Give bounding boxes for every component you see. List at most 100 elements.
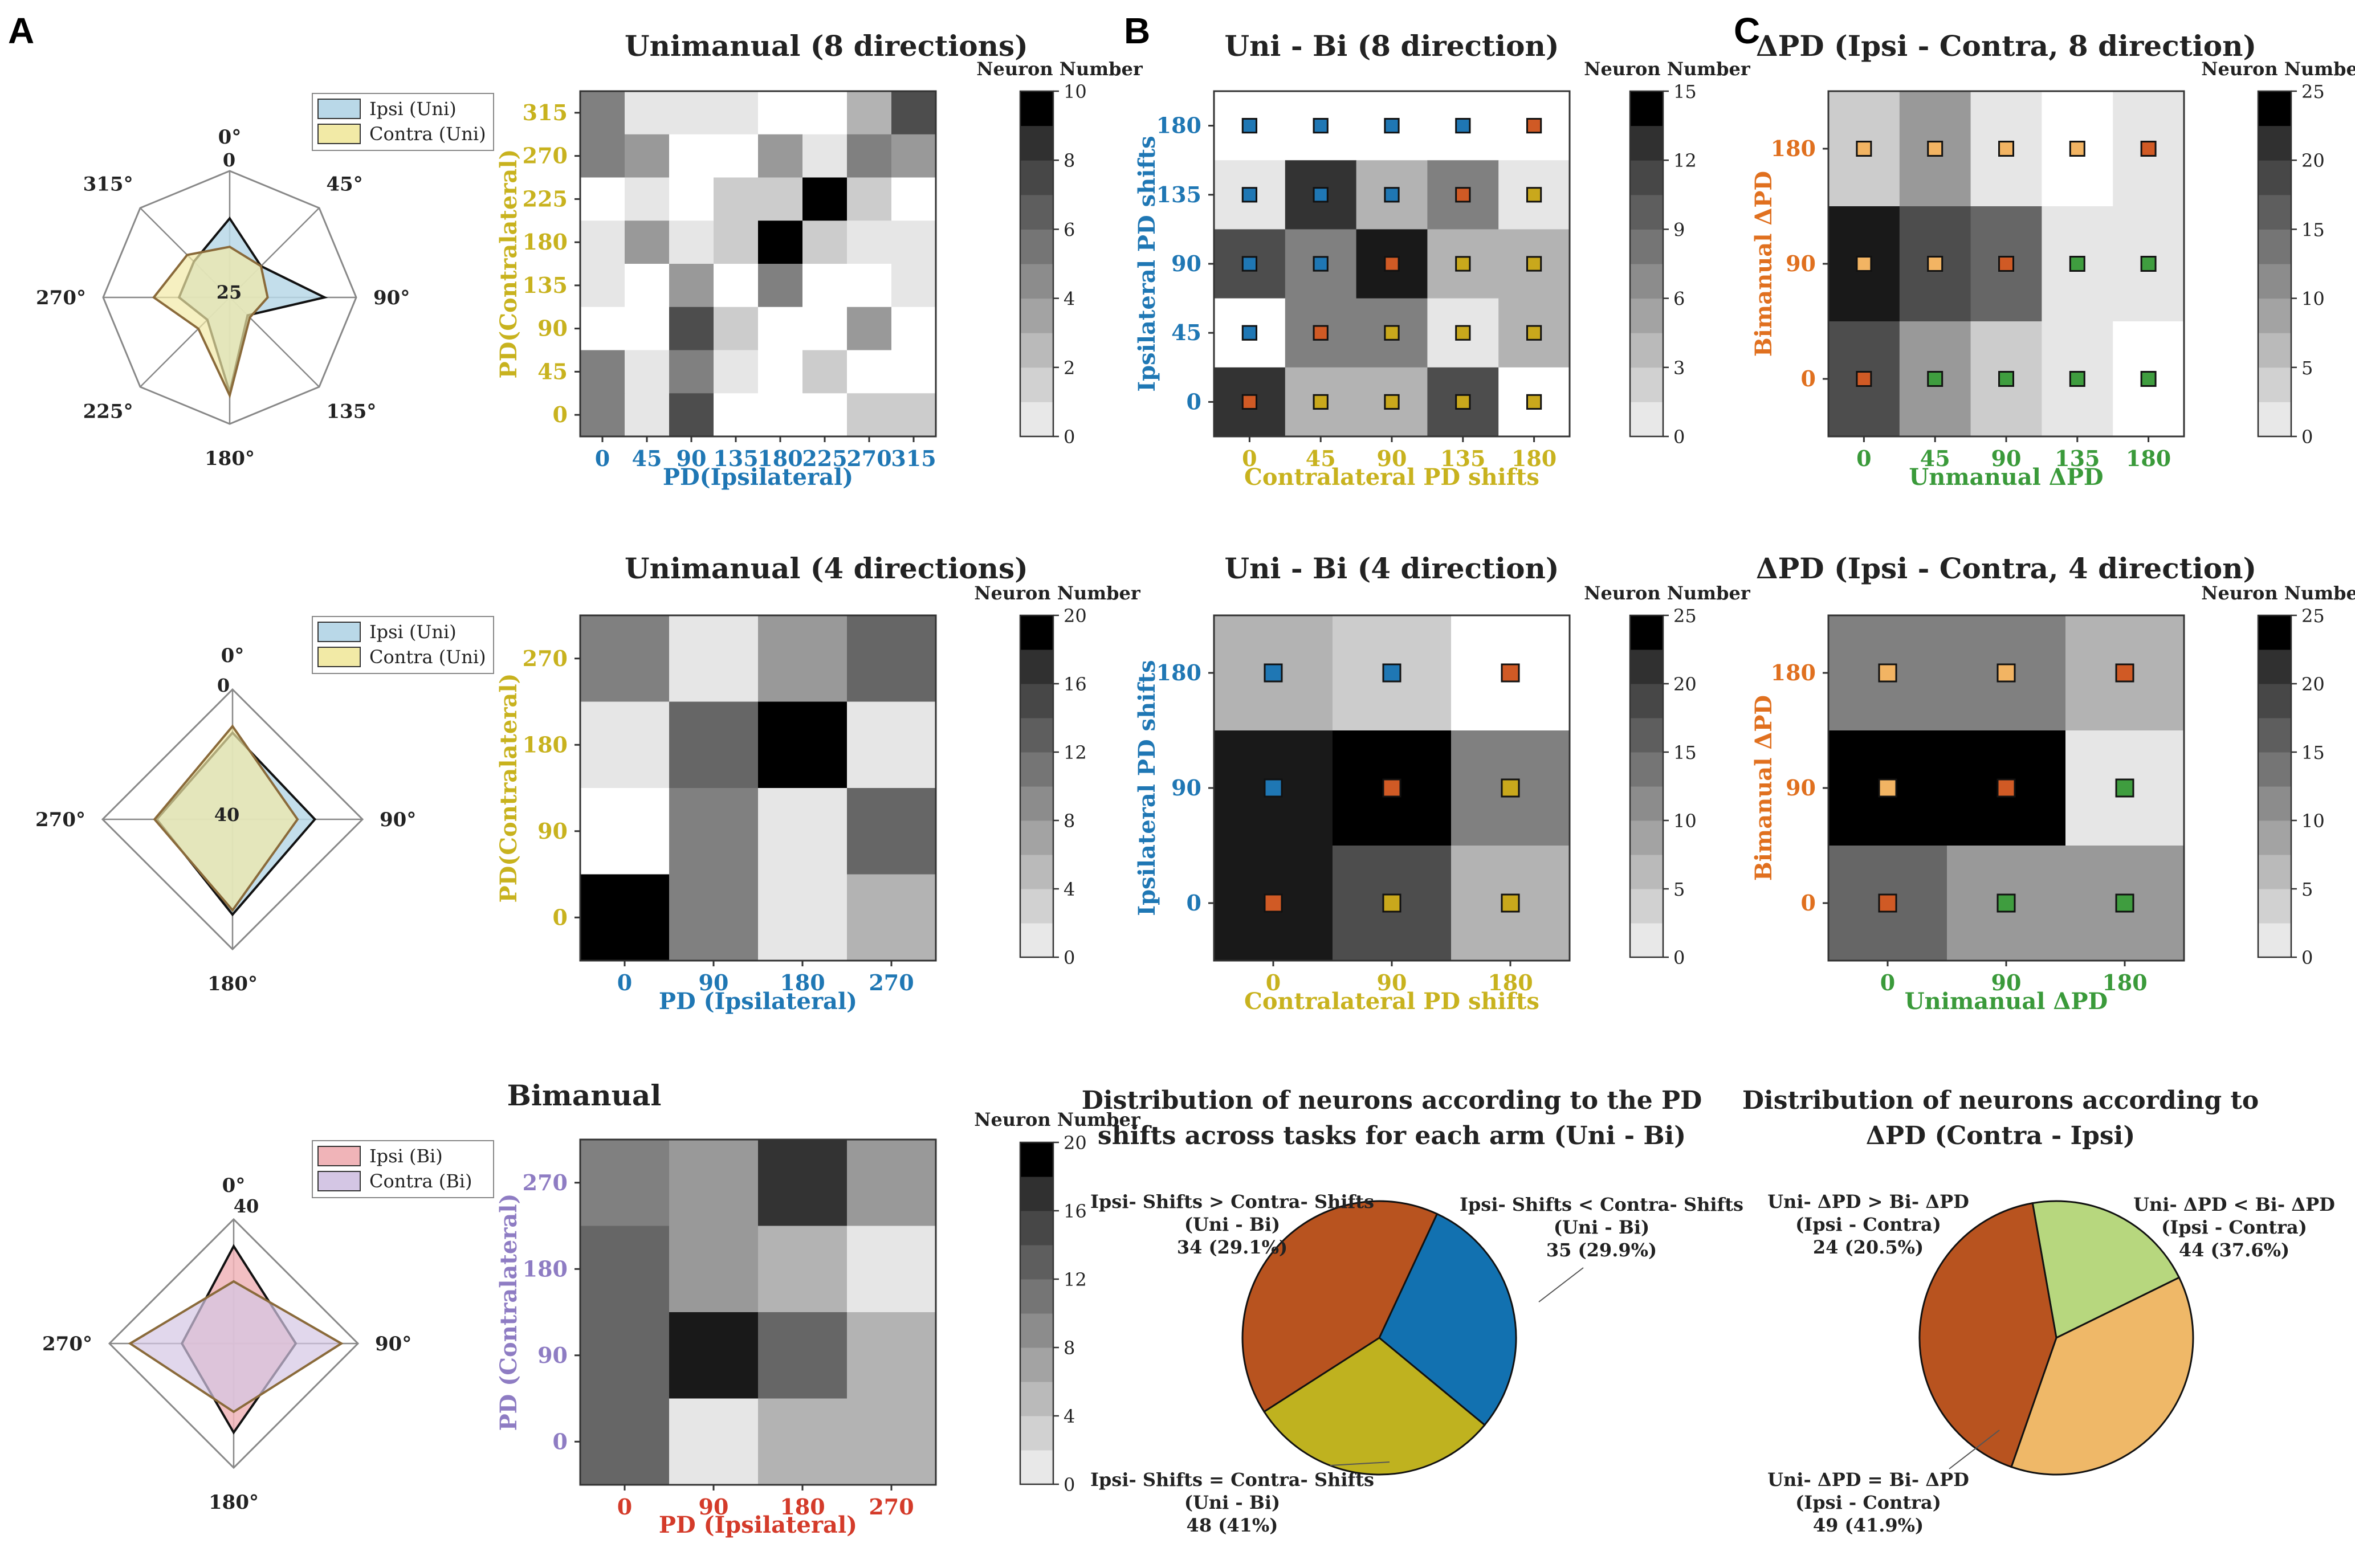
heatmap-marker [1241, 187, 1258, 203]
pie-label: 24 (20.5%) [1813, 1236, 1924, 1258]
heatmap-marker [1927, 256, 1944, 272]
heatmap-marker [1997, 893, 2016, 913]
colorbar-tick: 4 [1064, 1406, 1075, 1427]
colorbar-label: Neuron Number [2201, 582, 2355, 604]
colorbar-tick: 20 [1673, 673, 1697, 695]
heatmap-xlabel: PD (Ipsilateral) [659, 988, 857, 1015]
heatmap-x-tick: 180 [2126, 446, 2171, 471]
colorbar-segment [1630, 923, 1663, 958]
colorbar-label: Neuron Number [974, 582, 1141, 604]
colorbar-frame [1019, 1141, 1054, 1485]
heatmap-cell [847, 701, 936, 789]
heatmap-cell [625, 307, 670, 350]
colorbar-tick: 3 [1673, 357, 1685, 379]
radar-ring-label: 40 [214, 804, 240, 826]
heatmap-cell [625, 264, 670, 308]
heatmap-x-tick: 135 [2055, 446, 2100, 471]
heatmap-marker [1384, 117, 1400, 134]
heatmap-cell [625, 220, 670, 264]
colorbar-segment [2258, 923, 2291, 958]
colorbar-tick: 4 [1064, 288, 1075, 310]
colorbar-segment [2258, 194, 2291, 230]
colorbar-segment [2258, 650, 2291, 684]
heatmap-cell [669, 788, 759, 875]
heatmap-marker [1313, 394, 1329, 410]
pie-title: Distribution of neurons according to [1742, 1086, 2259, 1115]
heatmap-cell [802, 350, 848, 394]
radar-axis-label: 270° [35, 808, 85, 831]
colorbar-label: Neuron Number [1584, 58, 1751, 80]
colorbar-frame [1629, 614, 1664, 958]
colorbar-frame [2257, 614, 2292, 958]
pie-label: 35 (29.9%) [1546, 1239, 1657, 1261]
colorbar-segment [2258, 615, 2291, 650]
colorbar-segment [1020, 1348, 1053, 1382]
heatmap-frame [579, 614, 937, 962]
colorbar-frame [1629, 90, 1664, 438]
colorbar-segment [1630, 615, 1663, 650]
heatmap-x-tick: 180 [780, 970, 825, 995]
colorbar-tick: 15 [2301, 219, 2325, 240]
colorbar-segment [1630, 91, 1663, 126]
heatmap-marker [1927, 141, 1944, 157]
heatmap-cell [714, 393, 759, 437]
colorbar-tick: 8 [1064, 150, 1075, 172]
heatmap-y-tick: 180 [1771, 136, 1816, 161]
panel-letter-a: A [8, 10, 34, 51]
heatmap-cell [714, 220, 759, 264]
colorbar-tick: 0 [1673, 947, 1685, 969]
radar-legend-label: Contra (Uni) [369, 646, 486, 668]
pie-slice [2031, 1200, 2181, 1340]
heatmap-marker [1526, 256, 1542, 272]
heatmap-marker [1526, 187, 1542, 203]
heatmap-cell [802, 177, 848, 221]
radar_uni4-radar [101, 616, 494, 951]
heatmap-y-tick: 180 [523, 732, 568, 757]
radar-axis-label: 0° [222, 1174, 246, 1197]
heatmap-marker [1927, 371, 1944, 387]
heatmap-cell [847, 177, 892, 221]
heatmap-x-tick: 0 [1266, 970, 1281, 995]
heatmap-title: ΔPD (Ipsi - Contra, 4 direction) [1756, 552, 2256, 585]
heatmap-cell [847, 874, 936, 961]
heatmap-title: Unimanual (8 directions) [625, 29, 1028, 63]
radar_bi-radar [108, 1140, 494, 1469]
heatmap-x-tick: 0 [617, 1494, 632, 1520]
heatmap-cell [802, 91, 848, 135]
heatmap-marker [1455, 187, 1471, 203]
heatmap-x-tick: 180 [1488, 970, 1533, 995]
colorbar-tick: 2 [1064, 357, 1075, 379]
heatmap-cell [625, 350, 670, 394]
colorbar-tick: 25 [2301, 605, 2325, 627]
heatmap-marker [1313, 187, 1329, 203]
colorbar-segment [1630, 889, 1663, 924]
heatmap-marker [1384, 394, 1400, 410]
hm_shift8-heatmap [1208, 90, 1669, 442]
heatmap-cell [669, 393, 714, 437]
heatmap-cell [580, 220, 625, 264]
heatmap-x-tick: 0 [595, 446, 610, 471]
colorbar-segment [2258, 752, 2291, 787]
heatmap-cell [758, 1226, 848, 1313]
colorbar-tick: 15 [1673, 742, 1697, 763]
colorbar-segment [1020, 1313, 1053, 1348]
colorbar-segment [1630, 367, 1663, 402]
colorbar-segment [1630, 650, 1663, 684]
heatmap-cell [669, 91, 714, 135]
heatmap-cell [669, 1398, 759, 1485]
heatmap-y-tick: 270 [523, 646, 568, 671]
colorbar-segment [1020, 1142, 1053, 1177]
colorbar-tick: 0 [1064, 426, 1075, 448]
colorbar-segment [1020, 718, 1053, 753]
pie-title: ΔPD (Contra - Ipsi) [1866, 1121, 2135, 1150]
heatmap-marker [1501, 778, 1520, 798]
heatmap-cell [891, 350, 936, 394]
pie-label: (Ipsi - Contra) [1795, 1214, 1941, 1235]
heatmap-y-tick: 180 [1156, 660, 1201, 685]
pie_shift-pie [1241, 1200, 1584, 1476]
colorbar-segment [2258, 160, 2291, 195]
colorbar-segment [2258, 125, 2291, 161]
heatmap-xlabel: Contralateral PD shifts [1244, 464, 1539, 491]
heatmap-cell [580, 874, 670, 961]
colorbar-segment [1630, 333, 1663, 368]
